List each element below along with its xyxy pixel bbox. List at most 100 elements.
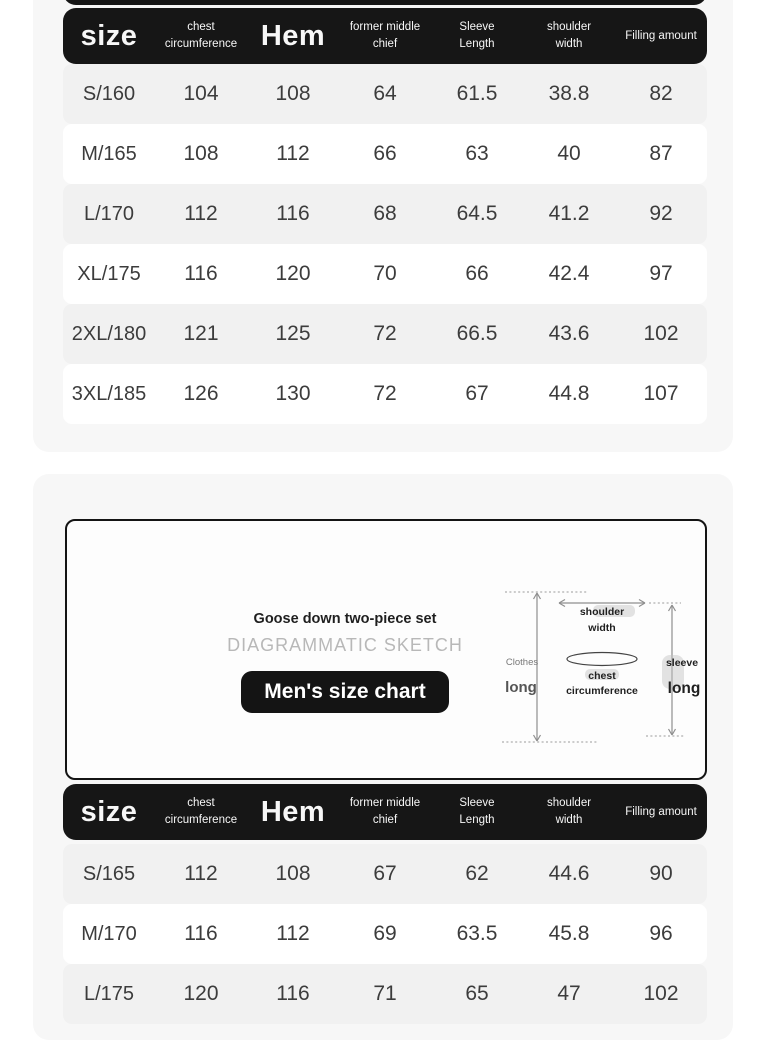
column-header: chest circumference <box>164 797 238 826</box>
measurement-cell: 112 <box>276 922 310 945</box>
column-header: size <box>80 795 138 828</box>
column-header: Sleeve Length <box>459 21 495 50</box>
measurement-cell: 90 <box>649 862 673 885</box>
measurement-cell: 116 <box>184 922 218 945</box>
measurement-cell: 67 <box>373 862 397 885</box>
size-cell: S/165 <box>82 862 136 885</box>
measurement-cell: 63.5 <box>456 922 498 945</box>
size-cell: L/175 <box>83 982 135 1005</box>
size-cell: M/165 <box>81 142 137 165</box>
measurement-diagram: Clothes long shoulder width chest circum… <box>502 591 700 743</box>
measurement-cell: 65 <box>465 982 489 1005</box>
measurement-cell: 102 <box>643 982 679 1005</box>
measurement-cell: 62 <box>465 862 489 885</box>
clothes-length-arrow <box>532 592 542 742</box>
table-row: 3XL/185 126 130 72 67 44.8 107 <box>63 364 707 424</box>
measurement-cell: 72 <box>373 322 397 345</box>
measurement-cell: 40 <box>557 142 581 165</box>
measurement-cell: 112 <box>276 142 310 165</box>
measurement-cell: 44.8 <box>548 382 590 405</box>
column-header: chest circumference <box>164 21 238 50</box>
measurement-cell: 71 <box>373 982 397 1005</box>
measurement-cell: 45.8 <box>548 922 590 945</box>
sleeve-label: sleeve <box>666 657 698 669</box>
size-cell: S/160 <box>82 82 136 105</box>
measurement-cell: 107 <box>643 382 679 405</box>
measurement-cell: 47 <box>557 982 581 1005</box>
sleeve-length-arrow <box>667 604 677 736</box>
chest-circumference-label: circumference <box>566 685 638 697</box>
measurement-cell: 68 <box>373 202 397 225</box>
measurement-cell: 108 <box>275 82 311 105</box>
measurement-cell: 97 <box>649 262 673 285</box>
measurement-cell: 72 <box>373 382 397 405</box>
measurement-cell: 125 <box>275 322 311 345</box>
measurement-cell: 64 <box>373 82 397 105</box>
chest-circumference-ellipse <box>566 651 638 667</box>
measurement-cell: 63 <box>465 142 489 165</box>
column-header: shoulder width <box>546 21 592 50</box>
measurement-cell: 82 <box>649 82 673 105</box>
previous-section-bar-edge <box>63 0 707 5</box>
size-cell: 2XL/180 <box>71 322 147 345</box>
table-row: 2XL/180 121 125 72 66.5 43.6 102 <box>63 304 707 364</box>
measurement-cell: 108 <box>183 142 219 165</box>
shoulder-width-arrow <box>558 598 646 608</box>
measurement-cell: 102 <box>643 322 679 345</box>
measurement-cell: 66 <box>373 142 397 165</box>
measurement-cell: 112 <box>184 202 218 225</box>
column-header: shoulder width <box>546 797 592 826</box>
measurement-cell: 120 <box>275 262 311 285</box>
clothes-long-label: long <box>505 679 537 696</box>
measurement-cell: 92 <box>649 202 673 225</box>
chest-label: chest <box>588 670 616 682</box>
table-row: S/160 104 108 64 61.5 38.8 82 <box>63 64 707 124</box>
measurement-cell: 104 <box>183 82 219 105</box>
table-row: XL/175 116 120 70 66 42.4 97 <box>63 244 707 304</box>
card-text-block: Goose down two-piece set DIAGRAMMATIC SK… <box>225 611 465 713</box>
table2-header-row: size chest circumference Hem former middle ch… <box>63 784 707 840</box>
column-header: former middle chief <box>349 797 421 826</box>
diagrammatic-sketch-label: DIAGRAMMATIC SKETCH <box>227 635 463 655</box>
table2-body: S/165 112 108 67 62 44.6 90 M/170 116 112 69 63.5 45… <box>63 844 707 1024</box>
measurement-cell: 44.6 <box>548 862 590 885</box>
table-row: L/170 112 116 68 64.5 41.2 92 <box>63 184 707 244</box>
measurement-cell: 112 <box>184 862 218 885</box>
shoulder-label: shoulder <box>580 606 624 618</box>
clothes-label: Clothes <box>506 657 538 668</box>
column-header: Sleeve Length <box>459 797 495 826</box>
size-cell: XL/175 <box>77 262 141 285</box>
size-cell: L/170 <box>83 202 135 225</box>
mens-size-chart-button[interactable]: Men's size chart <box>241 671 449 713</box>
column-header: former middle chief <box>349 21 421 50</box>
chest-label-highlight <box>585 669 619 680</box>
measurement-cell: 126 <box>183 382 219 405</box>
size-cell: M/170 <box>81 922 137 945</box>
table1-body: S/160 104 108 64 61.5 38.8 82 M/165 108 112 66 63 40… <box>63 64 707 424</box>
table-row: L/175 120 116 71 65 47 102 <box>63 964 707 1024</box>
table-row: M/165 108 112 66 63 40 87 <box>63 124 707 184</box>
measurement-cell: 116 <box>276 982 310 1005</box>
size-cell: 3XL/185 <box>71 382 147 405</box>
column-header: Hem <box>260 19 326 52</box>
measurement-cell: 38.8 <box>548 82 590 105</box>
measurement-cell: 116 <box>184 262 218 285</box>
table-row: S/165 112 108 67 62 44.6 90 <box>63 844 707 904</box>
measurement-cell: 120 <box>183 982 219 1005</box>
sleeve-label-highlight <box>662 655 684 689</box>
diagram-card: Goose down two-piece set DIAGRAMMATIC SK… <box>65 519 707 780</box>
table-row: M/170 116 112 69 63.5 45.8 96 <box>63 904 707 964</box>
measurement-cell: 108 <box>275 862 311 885</box>
measurement-cell: 130 <box>275 382 311 405</box>
shoulder-label-highlight <box>593 605 635 617</box>
measurement-cell: 70 <box>373 262 397 285</box>
measurement-cell: 121 <box>183 322 219 345</box>
product-subtitle: Goose down two-piece set <box>253 611 437 627</box>
measurement-cell: 69 <box>373 922 397 945</box>
column-header: Filling amount <box>625 805 697 818</box>
measurement-cell: 61.5 <box>456 82 498 105</box>
measurement-cell: 116 <box>276 202 310 225</box>
measurement-cell: 96 <box>649 922 673 945</box>
measurement-cell: 66 <box>465 262 489 285</box>
